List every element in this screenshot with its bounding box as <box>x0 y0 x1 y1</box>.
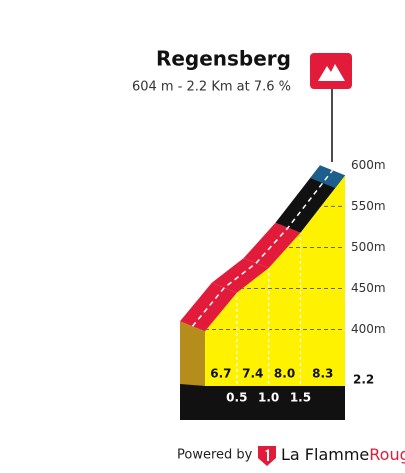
brand-logo-mark <box>265 449 269 461</box>
footer-brand: La FlammeRouge <box>281 445 405 464</box>
chart-subtitle: 604 m - 2.2 Km at 7.6 % <box>132 80 291 95</box>
y-tick-label: 450m <box>351 281 386 295</box>
y-tick-label: 600m <box>351 158 386 172</box>
gradient-label: 8.3 <box>312 367 333 381</box>
road-centerline <box>191 169 334 327</box>
summit-flag <box>310 53 352 89</box>
profile-face <box>205 175 345 386</box>
y-tick-label: 400m <box>351 322 386 336</box>
road-segment <box>243 222 301 269</box>
gradient-label: 6.7 <box>210 367 231 381</box>
chart-title: Regensberg <box>156 47 291 71</box>
brand-name: La Flamme <box>281 445 369 464</box>
x-tick-label: 0.5 <box>226 391 247 405</box>
x-tick-label: 2.2 <box>353 373 374 387</box>
x-tick-label: 1.5 <box>290 391 311 405</box>
x-tick-label: 1.0 <box>258 391 279 405</box>
gradient-label: 7.4 <box>242 367 263 381</box>
footer-prefix: Powered by <box>177 448 253 463</box>
y-tick-label: 500m <box>351 240 386 254</box>
summit-icon <box>318 64 345 81</box>
y-tick-label: 550m <box>351 199 386 213</box>
brand-accent: Rouge <box>369 445 405 464</box>
base <box>180 384 345 420</box>
gradient-label: 8.0 <box>274 367 295 381</box>
road-segment <box>180 282 237 332</box>
road-segment <box>211 258 269 293</box>
side-face <box>180 321 205 386</box>
